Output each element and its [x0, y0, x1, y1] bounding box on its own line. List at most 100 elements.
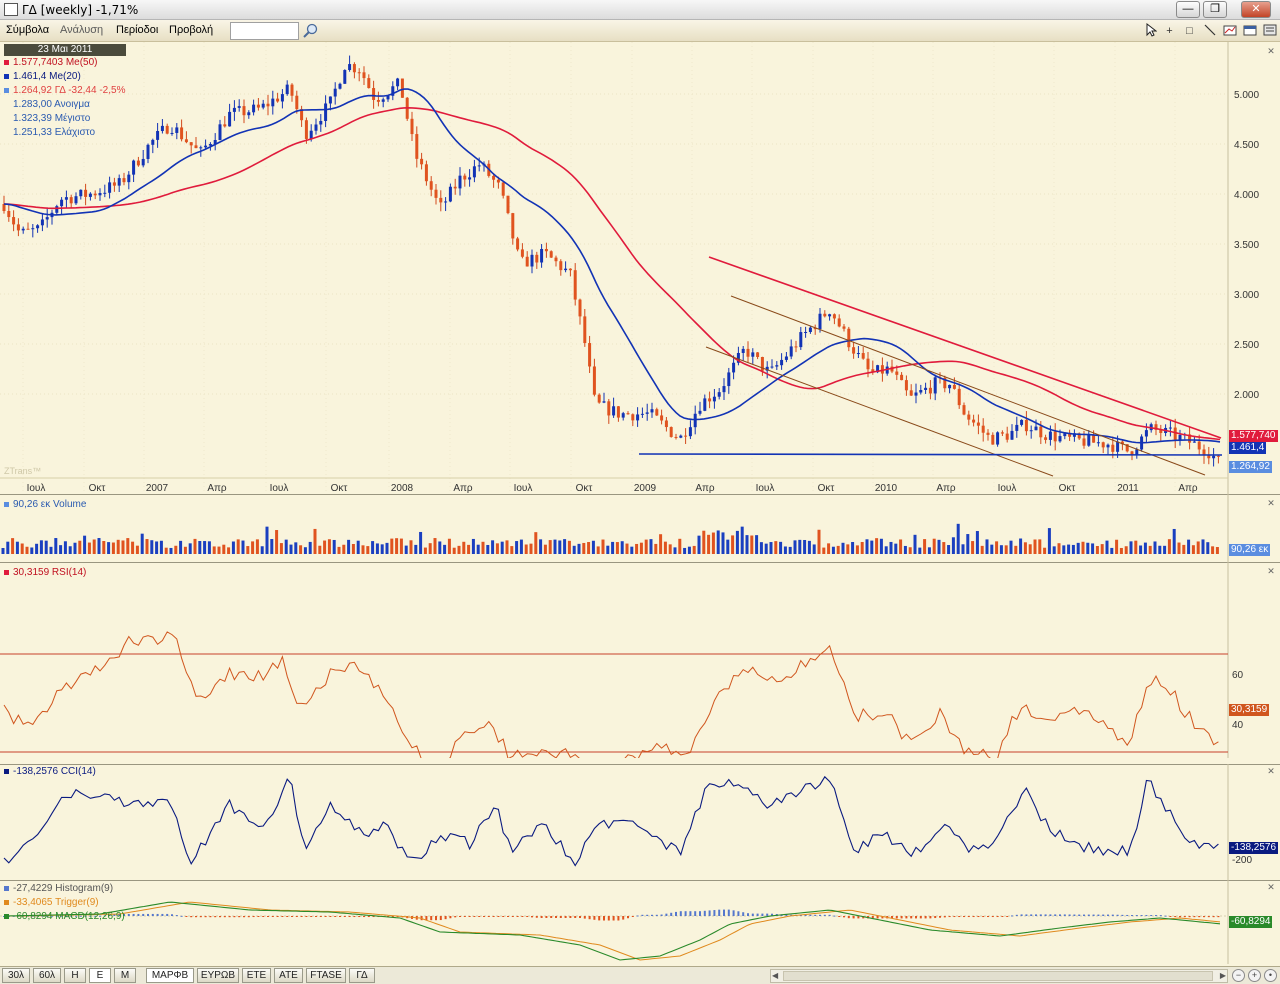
volume-swatch — [4, 501, 9, 507]
candle-body — [1125, 444, 1129, 452]
cci-pane-close-icon[interactable]: ✕ — [1267, 766, 1275, 776]
histogram-bar — [982, 916, 985, 918]
volume-bar — [159, 540, 163, 554]
minimize-button[interactable]: — — [1176, 1, 1200, 18]
zoom-in-icon[interactable]: + — [1248, 969, 1261, 982]
menu-periods[interactable]: Περίοδοι — [116, 24, 159, 36]
timeframe-30min[interactable]: 30λ — [2, 968, 30, 983]
candle-body — [127, 174, 131, 183]
volume-bar — [774, 541, 778, 554]
candle-body — [1072, 433, 1076, 437]
candle-body — [741, 348, 745, 353]
volume-pane-close-icon[interactable]: ✕ — [1267, 498, 1275, 508]
volume-bar — [1172, 528, 1176, 554]
volume-bar — [783, 546, 787, 554]
histogram-bar — [1073, 914, 1076, 916]
symbol-tab-ftase[interactable]: FTASE — [306, 968, 346, 983]
histogram-bar — [257, 916, 260, 917]
timeframe-daily[interactable]: Η — [64, 968, 86, 983]
close-button[interactable]: ✕ — [1241, 1, 1271, 18]
candle-body — [1159, 429, 1163, 434]
histogram-bar — [199, 916, 202, 918]
maximize-button[interactable]: ❐ — [1203, 1, 1227, 18]
volume-bar — [457, 545, 461, 554]
candle-body — [1106, 444, 1110, 448]
chart-icon[interactable] — [1221, 23, 1238, 39]
histogram-bar — [166, 913, 169, 916]
symbol-tab-eurob[interactable]: ΕΥΡΩΒ — [197, 968, 239, 983]
macd-pane-close-icon[interactable]: ✕ — [1267, 882, 1275, 892]
symbol-tab-ete[interactable]: ΕΤΕ — [242, 968, 271, 983]
timeframe-60min[interactable]: 60λ — [33, 968, 61, 983]
volume-bar — [644, 539, 648, 554]
histogram-bar — [1039, 914, 1042, 916]
line-icon[interactable] — [1201, 23, 1218, 39]
histogram-bar — [607, 916, 610, 921]
histogram-bar — [1116, 914, 1119, 916]
volume-chart[interactable] — [0, 494, 1280, 562]
histogram-bar — [943, 916, 946, 918]
scrollbar-thumb[interactable] — [783, 971, 1213, 981]
menu-analysis[interactable]: Ανάλυση — [60, 24, 104, 36]
timeframe-weekly[interactable]: Ε — [89, 968, 111, 983]
trigger-swatch — [4, 899, 9, 905]
macd-chart[interactable] — [0, 880, 1280, 964]
candle-body — [362, 72, 366, 79]
menu-symbols[interactable]: Σύμβολα — [6, 24, 50, 36]
rsi-pane-close-icon[interactable]: ✕ — [1267, 566, 1275, 576]
candle-body — [698, 410, 702, 414]
settings-icon[interactable] — [1261, 23, 1278, 39]
cci-chart[interactable]: -200 — [0, 764, 1280, 882]
histogram-bar — [348, 916, 351, 918]
scroll-right-icon[interactable]: ▶ — [1219, 971, 1226, 980]
histogram-bar — [766, 913, 769, 916]
price-chart[interactable]: 5.000 4.500 4.000 3.500 3.000 2.500 2.000 Ιουλ… — [0, 42, 1280, 494]
histogram-bar — [343, 916, 346, 917]
chart-area[interactable]: 5.000 4.500 4.000 3.500 3.000 2.500 2.000 Ιουλ… — [0, 42, 1280, 966]
pane-close-icon[interactable]: ✕ — [1267, 46, 1275, 56]
candle-body — [832, 314, 836, 319]
window-icon[interactable] — [1241, 23, 1258, 39]
histogram-bar — [1164, 915, 1167, 917]
legend-ma50-text: 1.577,7403 Me(50) — [13, 57, 98, 68]
symbol-tab-marfv[interactable]: ΜΑΡΦΒ — [146, 968, 194, 983]
zoom-out-icon[interactable]: − — [1232, 969, 1245, 982]
candle-body — [924, 387, 928, 391]
symbol-tab-ate[interactable]: ΑΤΕ — [274, 968, 303, 983]
timeframe-monthly[interactable]: Μ — [114, 968, 136, 983]
histogram-bar — [1183, 916, 1186, 918]
candle-body — [410, 118, 414, 135]
rsi-chart[interactable]: 604020 — [0, 562, 1280, 758]
menu-view[interactable]: Προβολή — [169, 24, 214, 36]
candle-body — [655, 409, 659, 416]
volume-bar — [476, 544, 480, 554]
horizontal-scrollbar[interactable]: ◀ ▶ — [770, 969, 1228, 983]
scroll-left-icon[interactable]: ◀ — [772, 971, 779, 980]
volume-bar — [1091, 543, 1095, 554]
search-icon[interactable] — [301, 22, 321, 40]
histogram-bar — [535, 916, 538, 918]
candle-body — [463, 175, 467, 180]
volume-bar — [1095, 545, 1099, 554]
volume-bar — [879, 538, 883, 554]
volume-bar — [150, 540, 154, 554]
histogram-bar — [171, 914, 173, 916]
candle-body — [309, 130, 313, 139]
histogram-bar — [391, 916, 394, 918]
cursor-icon[interactable] — [1142, 22, 1159, 39]
crosshair-icon[interactable]: + — [1166, 25, 1173, 37]
symbol-tab-gd[interactable]: ΓΔ — [349, 968, 375, 983]
volume-bar — [702, 530, 706, 554]
volume-bar — [183, 546, 187, 554]
candle-body — [1082, 438, 1086, 446]
histogram-bar — [857, 916, 860, 919]
histogram-bar — [895, 916, 898, 919]
zoom-reset-icon[interactable]: • — [1264, 969, 1277, 982]
rectangle-icon[interactable]: □ — [1186, 25, 1193, 37]
volume-bar — [486, 544, 490, 554]
x-axis-label: Οκτ — [331, 483, 348, 494]
symbol-search-input[interactable] — [230, 22, 299, 40]
histogram-bar — [233, 916, 236, 918]
histogram-bar — [454, 916, 457, 918]
histogram-bar — [118, 914, 121, 916]
